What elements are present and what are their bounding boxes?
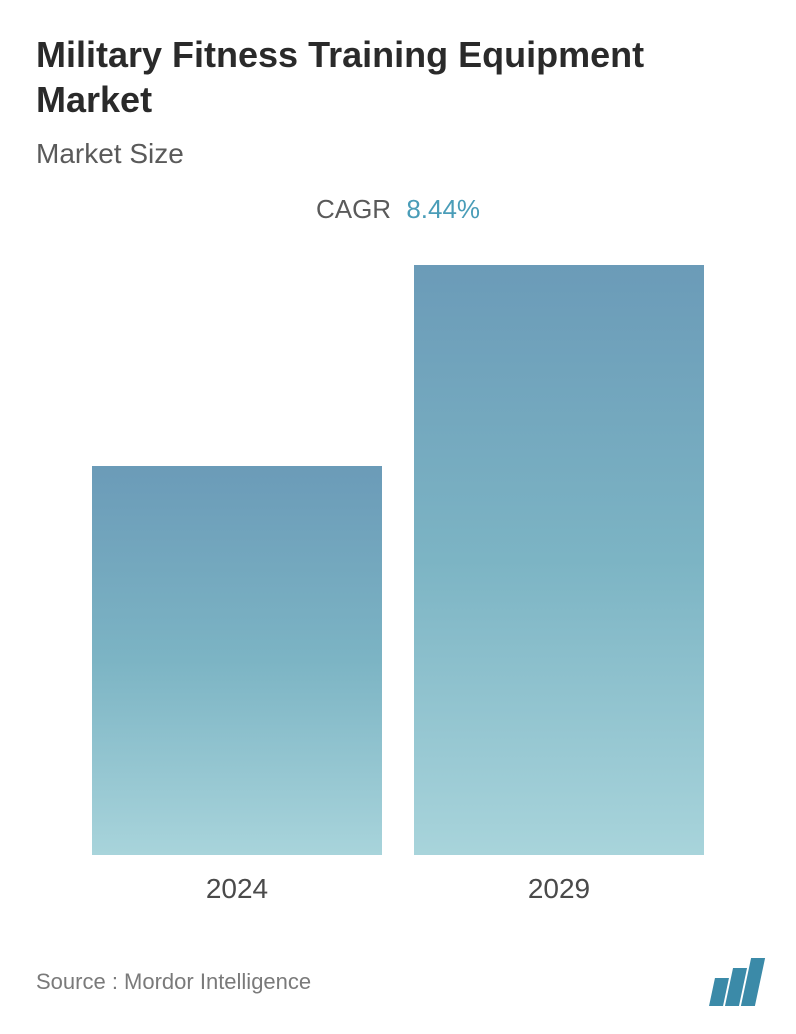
cagr-label: CAGR bbox=[316, 194, 391, 224]
x-axis-labels: 2024 2029 bbox=[76, 873, 720, 905]
chart-subtitle: Market Size bbox=[36, 138, 760, 170]
x-label-2029: 2029 bbox=[414, 873, 704, 905]
brand-logo bbox=[712, 958, 760, 1006]
source-text: Source : Mordor Intelligence bbox=[36, 969, 311, 995]
bar-2024 bbox=[92, 466, 382, 855]
footer: Source : Mordor Intelligence bbox=[36, 958, 760, 1006]
chart-area: 2024 2029 bbox=[76, 265, 720, 915]
bar-group-2024 bbox=[92, 466, 382, 855]
bars-container bbox=[76, 265, 720, 855]
logo-bar-icon bbox=[741, 958, 765, 1006]
bar-group-2029 bbox=[414, 265, 704, 855]
chart-title: Military Fitness Training Equipment Mark… bbox=[36, 32, 760, 122]
cagr-row: CAGR 8.44% bbox=[36, 194, 760, 225]
bar-2029 bbox=[414, 265, 704, 855]
x-label-2024: 2024 bbox=[92, 873, 382, 905]
cagr-value: 8.44% bbox=[406, 194, 480, 224]
